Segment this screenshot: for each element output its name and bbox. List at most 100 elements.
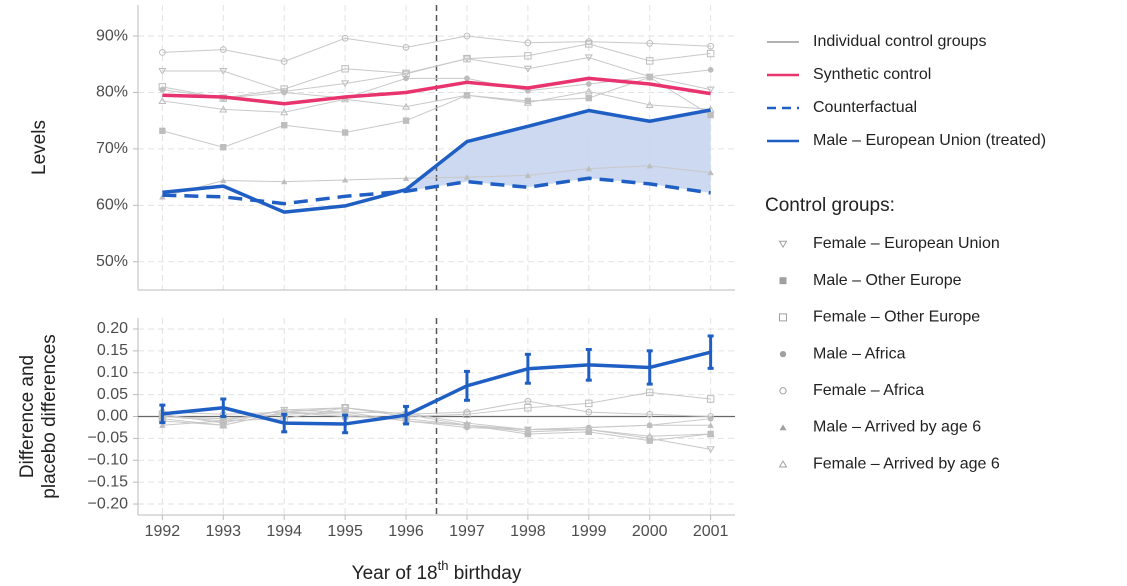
marker [401,102,411,110]
marker [645,101,654,108]
series-line [162,108,711,214]
marker [341,177,349,183]
marker [585,40,593,48]
marker [281,178,288,185]
marker [779,277,787,285]
control-line [162,76,711,148]
marker [280,108,289,116]
marker [159,422,166,428]
y-tick-label: 70% [96,140,128,157]
marker [584,54,593,62]
x-tick-label: 1994 [266,523,302,540]
y-tick-label: 90% [96,27,128,44]
marker [585,38,593,46]
marker [403,75,409,82]
marker [706,446,715,454]
marker [707,430,714,438]
control-line [162,400,711,417]
marker [524,404,532,412]
marker [463,54,471,63]
legend-label: Counterfactual [813,99,917,116]
marker [523,65,532,73]
marker [158,67,167,75]
control-line [162,391,711,422]
control-line [162,165,711,198]
marker [219,46,227,53]
marker [584,87,593,95]
marker [706,395,715,403]
x-tick-label: 1999 [571,523,607,540]
marker [585,81,592,87]
marker [159,127,166,135]
y-tick-label: 0.00 [97,408,128,425]
marker [585,408,593,416]
y-axis-label: placebo differences [39,334,60,498]
legend-label: Female – Other Europe [813,309,980,326]
marker [158,49,166,56]
marker [779,350,787,358]
marker [462,91,472,99]
marker [524,397,532,405]
legend-label: Male – European Union (treated) [813,132,1046,149]
marker [646,73,653,80]
y-tick-label: −0.15 [88,473,129,490]
marker [219,105,228,113]
y-tick-label: 0.15 [97,342,128,359]
marker [707,422,714,428]
legend-label: Individual control groups [813,33,986,50]
marker [524,52,532,60]
marker [341,65,349,73]
marker [707,415,714,422]
marker [779,387,787,395]
control-line [162,43,711,99]
marker [779,424,787,431]
marker [778,460,788,468]
marker [779,313,787,322]
legend-label: Female – Arrived by age 6 [813,455,1000,472]
marker [524,39,532,47]
x-tick-label: 2000 [632,523,668,540]
marker [778,240,788,249]
control-line [162,35,711,62]
marker [646,57,654,65]
x-axis-label-sup: th [438,558,449,573]
marker [401,70,411,78]
marker [707,169,714,176]
marker [463,408,471,416]
series-line [162,76,711,106]
effect-area [406,109,711,193]
marker [280,58,288,65]
x-tick-label: 2001 [693,523,729,540]
marker [462,421,472,429]
marker [585,94,592,102]
marker [585,399,593,408]
y-axis-label: Levels [29,120,50,175]
marker [646,388,654,397]
marker [341,34,349,42]
marker [706,49,715,58]
y-tick-label: −0.10 [88,451,129,468]
marker [646,162,653,169]
marker [646,422,653,428]
legend-label: Male – Arrived by age 6 [813,419,981,436]
legend-label: Male – Africa [813,345,906,362]
marker [463,174,471,180]
legend-label: Female – Africa [813,382,924,399]
legend-label: Synthetic control [813,66,931,83]
marker [402,69,410,77]
series-line [162,350,712,426]
y-tick-label: 0.10 [97,364,128,381]
x-tick-label: 1995 [327,523,363,540]
marker [220,417,227,424]
x-axis-label: Year of 18th birthday [352,558,522,584]
marker [706,430,715,438]
marker [341,80,350,88]
control-line [162,69,711,99]
marker [707,111,714,119]
marker [402,175,410,181]
y-tick-label: 60% [96,197,128,214]
y-tick-label: −0.05 [88,430,129,447]
legend-title: Control groups: [765,195,895,216]
x-axis-label-part: Year of 18 [352,563,438,584]
